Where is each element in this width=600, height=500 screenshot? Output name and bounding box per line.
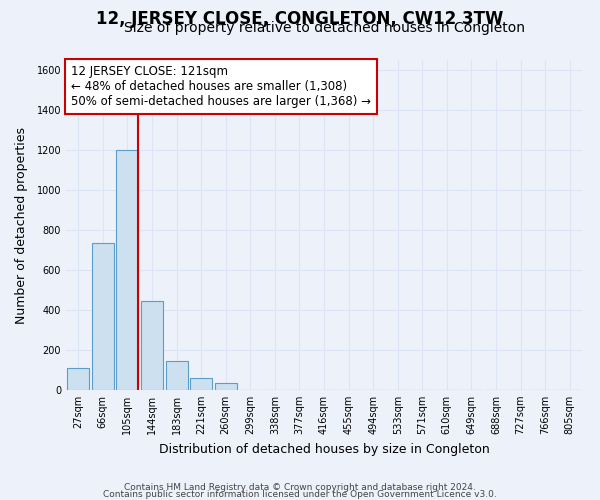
Bar [141,301,163,390]
Text: 12, JERSEY CLOSE, CONGLETON, CW12 3TW: 12, JERSEY CLOSE, CONGLETON, CW12 3TW [97,10,503,28]
Y-axis label: Number of detached properties: Number of detached properties [15,126,28,324]
Text: 12 JERSEY CLOSE: 121sqm
← 48% of detached houses are smaller (1,308)
50% of semi: 12 JERSEY CLOSE: 121sqm ← 48% of detache… [71,65,371,108]
Bar [92,243,114,390]
Bar [67,368,89,390]
Bar [166,361,188,390]
Bar [116,150,139,390]
Text: Contains public sector information licensed under the Open Government Licence v3: Contains public sector information licen… [103,490,497,499]
Bar [215,383,237,390]
X-axis label: Distribution of detached houses by size in Congleton: Distribution of detached houses by size … [158,442,490,456]
Bar [190,378,212,390]
Title: Size of property relative to detached houses in Congleton: Size of property relative to detached ho… [124,21,524,35]
Text: Contains HM Land Registry data © Crown copyright and database right 2024.: Contains HM Land Registry data © Crown c… [124,484,476,492]
